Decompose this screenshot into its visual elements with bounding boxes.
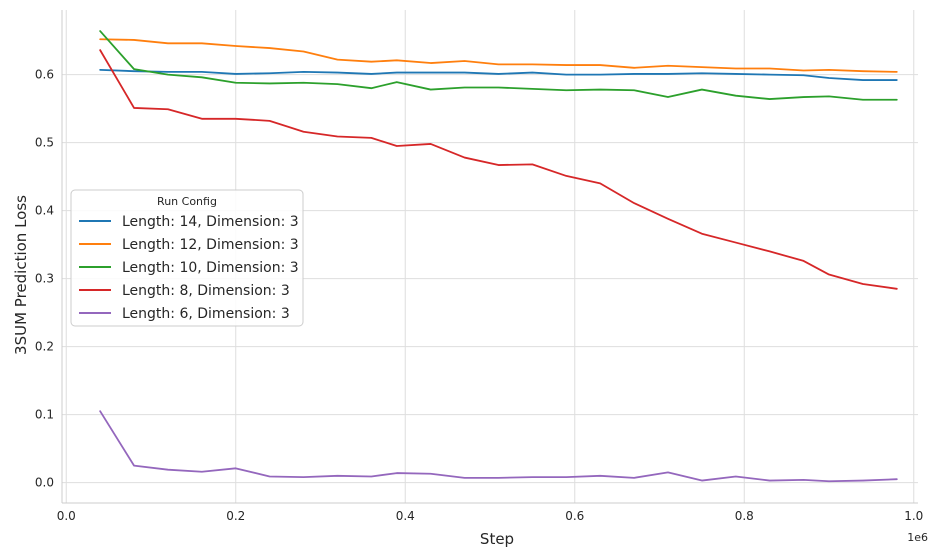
legend-label-2: Length: 10, Dimension: 3 (122, 260, 299, 276)
series-line-3 (99, 49, 898, 290)
y-tick-label: 0.1 (35, 408, 54, 422)
y-tick-label: 0.4 (35, 204, 54, 218)
y-tick-label: 0.6 (35, 68, 54, 82)
legend-title: Run Config (157, 195, 217, 208)
grid-lines (62, 10, 918, 503)
x-axis-label: Step (480, 530, 514, 548)
legend-label-1: Length: 12, Dimension: 3 (122, 237, 299, 253)
legend-label-0: Length: 14, Dimension: 3 (122, 214, 299, 230)
series-line-1 (99, 38, 898, 73)
y-tick-label: 0.3 (35, 272, 54, 286)
legend: Run Config Length: 14, Dimension: 3Lengt… (70, 189, 304, 327)
y-tick-label: 0.0 (35, 476, 54, 490)
x-tick-label: 0.4 (396, 509, 415, 523)
x-tick-label: 0.8 (735, 509, 754, 523)
series-line-2 (99, 30, 898, 101)
series-lines (99, 30, 898, 483)
legend-label-4: Length: 6, Dimension: 3 (122, 306, 290, 322)
y-axis-label: 3SUM Prediction Loss (12, 195, 30, 355)
legend-frame (70, 189, 304, 327)
legend-label-3: Length: 8, Dimension: 3 (122, 283, 290, 299)
x-axis-ticks: 0.0 0.2 0.4 0.6 0.8 1.0 (57, 509, 924, 523)
series-line-4 (99, 410, 898, 483)
axis-spines (61, 10, 918, 504)
y-tick-label: 0.5 (35, 136, 54, 150)
y-tick-label: 0.2 (35, 340, 54, 354)
x-tick-label: 0.6 (565, 509, 584, 523)
legend-entries: Length: 14, Dimension: 3 Length: 12, Dime… (79, 214, 299, 322)
x-tick-label: 1.0 (904, 509, 923, 523)
x-tick-label: 0.2 (226, 509, 245, 523)
x-axis-offset-label: 1e6 (907, 531, 928, 544)
y-axis-ticks: 0.0 0.1 0.2 0.3 0.4 0.5 0.6 (35, 68, 54, 490)
series-line-0 (99, 68, 898, 81)
x-tick-label: 0.0 (57, 509, 76, 523)
